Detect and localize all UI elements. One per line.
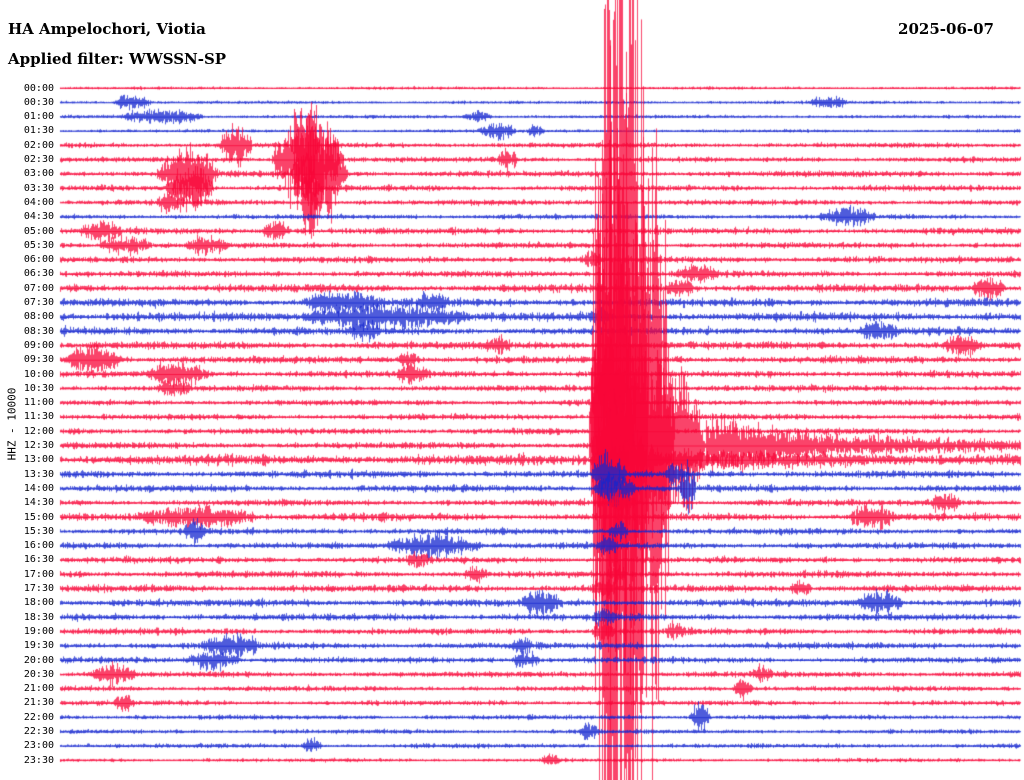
time-label: 14:30 xyxy=(23,497,54,509)
time-label: 13:00 xyxy=(23,454,54,466)
time-label: 20:30 xyxy=(23,668,54,680)
time-label: 16:00 xyxy=(23,540,54,552)
station-title: HA Ampelochori, Viotia xyxy=(8,20,206,38)
time-label: 09:00 xyxy=(23,339,54,351)
time-label: 15:30 xyxy=(23,525,54,537)
time-label: 04:30 xyxy=(23,211,54,223)
time-label: 02:30 xyxy=(23,154,54,165)
time-label: 17:30 xyxy=(23,583,54,594)
time-label: 22:30 xyxy=(23,726,54,737)
time-label: 18:00 xyxy=(23,597,54,609)
time-label: 23:00 xyxy=(23,740,54,752)
time-label: 08:00 xyxy=(23,311,54,323)
applied-filter-label: Applied filter: WWSSN-SP xyxy=(8,50,227,68)
time-label: 16:30 xyxy=(23,554,54,566)
time-label: 13:30 xyxy=(23,468,54,480)
time-label: 09:30 xyxy=(23,354,54,366)
time-label: 11:00 xyxy=(23,397,54,409)
time-label: 03:30 xyxy=(23,182,54,194)
time-label: 12:00 xyxy=(23,425,54,437)
time-label: 00:30 xyxy=(23,96,54,108)
time-label: 08:30 xyxy=(23,325,54,337)
time-label: 00:00 xyxy=(23,82,54,94)
time-label: 17:00 xyxy=(23,568,54,580)
time-label: 22:00 xyxy=(23,711,54,723)
time-label: 21:00 xyxy=(23,683,54,695)
time-label: 19:30 xyxy=(23,640,54,652)
time-label: 06:00 xyxy=(23,254,54,266)
time-label: 15:00 xyxy=(23,511,54,523)
time-label: 18:30 xyxy=(23,611,54,623)
time-label: 05:00 xyxy=(23,225,54,237)
time-label: 12:30 xyxy=(23,440,54,451)
time-label: 05:30 xyxy=(23,239,54,251)
time-label: 10:00 xyxy=(23,368,54,380)
time-label: 11:30 xyxy=(23,411,54,423)
time-label: 01:00 xyxy=(23,111,54,123)
time-label: 19:00 xyxy=(23,625,54,637)
time-label: 04:00 xyxy=(23,196,54,208)
date-label: 2025-06-07 xyxy=(898,20,994,38)
time-axis-labels: 00:00 00:30 01:00 01:30 02:00 02:30 03:00 03:30… xyxy=(0,0,56,780)
time-label: 23:30 xyxy=(23,754,54,766)
time-label: 20:00 xyxy=(23,654,54,666)
time-label: 06:30 xyxy=(23,268,54,280)
time-label: 10:30 xyxy=(23,382,54,394)
time-label: 14:00 xyxy=(23,482,54,494)
time-label: 02:00 xyxy=(23,139,54,151)
time-label: 07:30 xyxy=(23,297,54,308)
time-label: 21:30 xyxy=(23,697,54,709)
time-label: 01:30 xyxy=(23,125,54,137)
time-label: 03:00 xyxy=(23,168,54,180)
time-label: 07:00 xyxy=(23,282,54,294)
